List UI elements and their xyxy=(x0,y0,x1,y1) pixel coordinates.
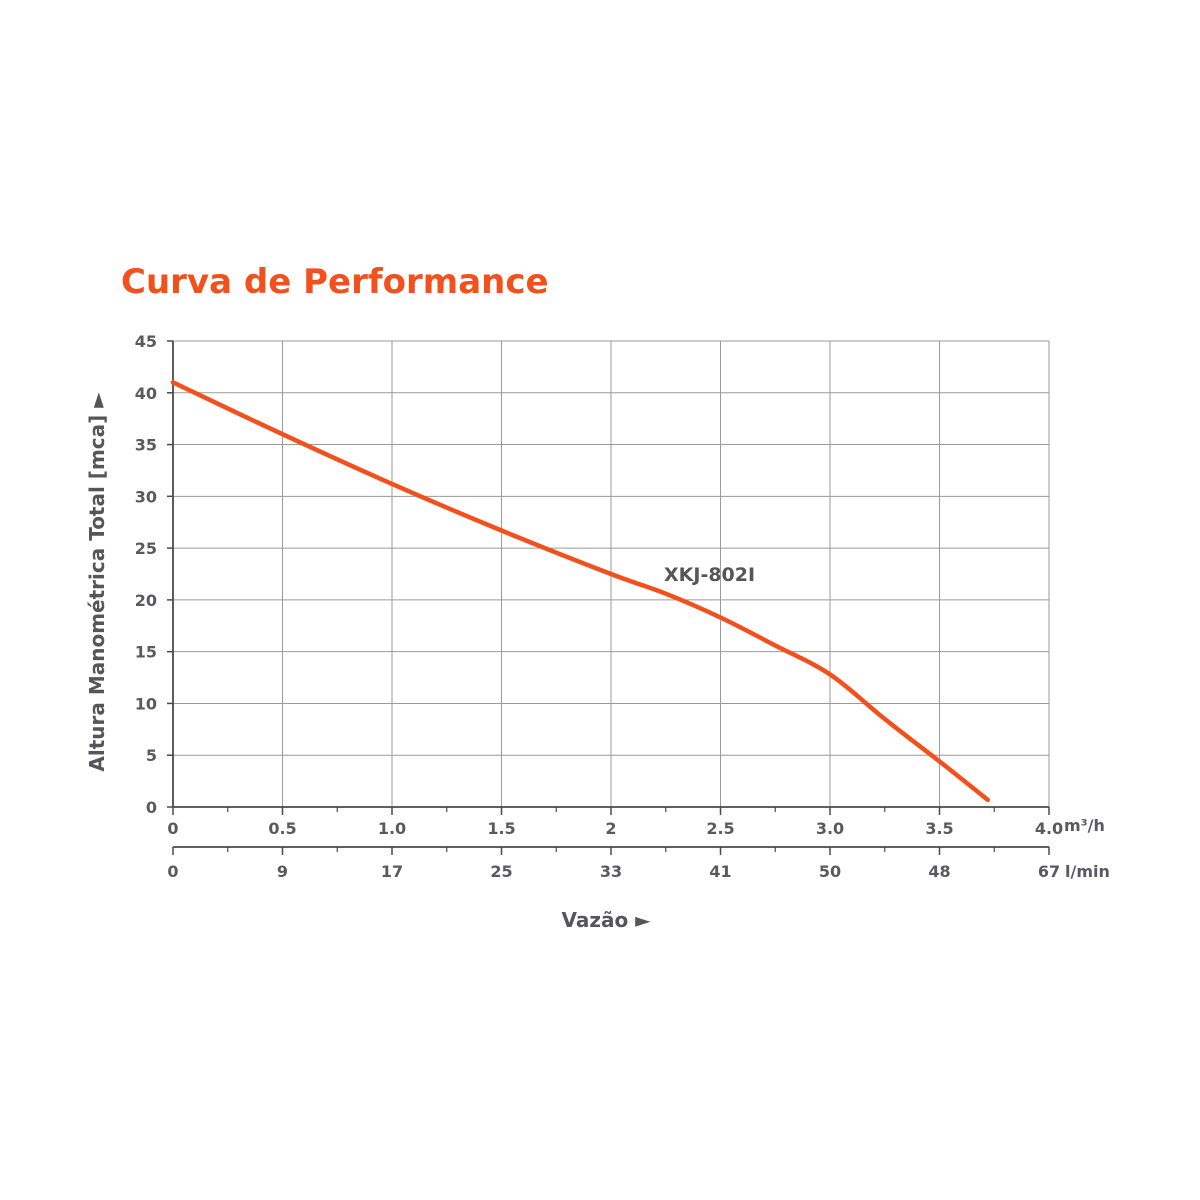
x-tick-label-secondary: 0 xyxy=(167,862,178,881)
y-tick-label: 30 xyxy=(135,487,157,506)
x-unit-primary: m³/h xyxy=(1064,816,1105,835)
x-tick-label-primary: 3.0 xyxy=(816,819,844,838)
series xyxy=(170,380,990,803)
x-axis-title: Vazão ► xyxy=(561,908,651,932)
series-line-xkj-802i xyxy=(170,380,990,803)
x-tick-label-primary: 2 xyxy=(605,819,616,838)
x-tick-label-secondary: 67 xyxy=(1038,862,1060,881)
x-tick-label-secondary: 9 xyxy=(277,862,288,881)
y-axis-title: Altura Manométrica Total [mca] ► xyxy=(85,392,109,772)
y-tick-label: 20 xyxy=(135,591,157,610)
x-tick-label-primary: 3.5 xyxy=(925,819,953,838)
tick-labels: 0 5 10 15 20 25 30 35 40 45 0 0.5 1.0 1.5 2 2.5 3.0 3.5 4.… xyxy=(135,332,1063,881)
series-label: XKJ-802I xyxy=(664,564,755,586)
y-tick-label: 40 xyxy=(135,384,157,403)
x-unit-secondary: l/min xyxy=(1065,862,1110,881)
y-tick-label: 15 xyxy=(135,643,157,662)
x-tick-label-secondary: 41 xyxy=(709,862,731,881)
y-tick-label: 35 xyxy=(135,436,157,455)
x-tick-label-secondary: 50 xyxy=(819,862,841,881)
y-tick-label: 5 xyxy=(146,746,157,765)
x-tick-label-secondary: 25 xyxy=(490,862,512,881)
x-tick-label-primary: 1.0 xyxy=(378,819,406,838)
x-tick-label-secondary: 48 xyxy=(928,862,950,881)
x-tick-label-secondary: 33 xyxy=(600,862,622,881)
y-tick-label: 25 xyxy=(135,539,157,558)
y-tick-label: 10 xyxy=(135,694,157,713)
y-tick-label: 45 xyxy=(135,332,157,351)
x-tick-label-primary: 0.5 xyxy=(268,819,296,838)
x-tick-label-primary: 0 xyxy=(167,819,178,838)
grid xyxy=(173,340,1050,807)
chart-title: Curva de Performance xyxy=(121,262,549,302)
x-tick-label-primary: 4.0 xyxy=(1035,819,1063,838)
y-tick-label: 0 xyxy=(146,798,157,817)
x-tick-label-primary: 1.5 xyxy=(487,819,515,838)
axes xyxy=(167,340,1050,855)
x-tick-label-primary: 2.5 xyxy=(706,819,734,838)
x-tick-label-secondary: 17 xyxy=(381,862,403,881)
